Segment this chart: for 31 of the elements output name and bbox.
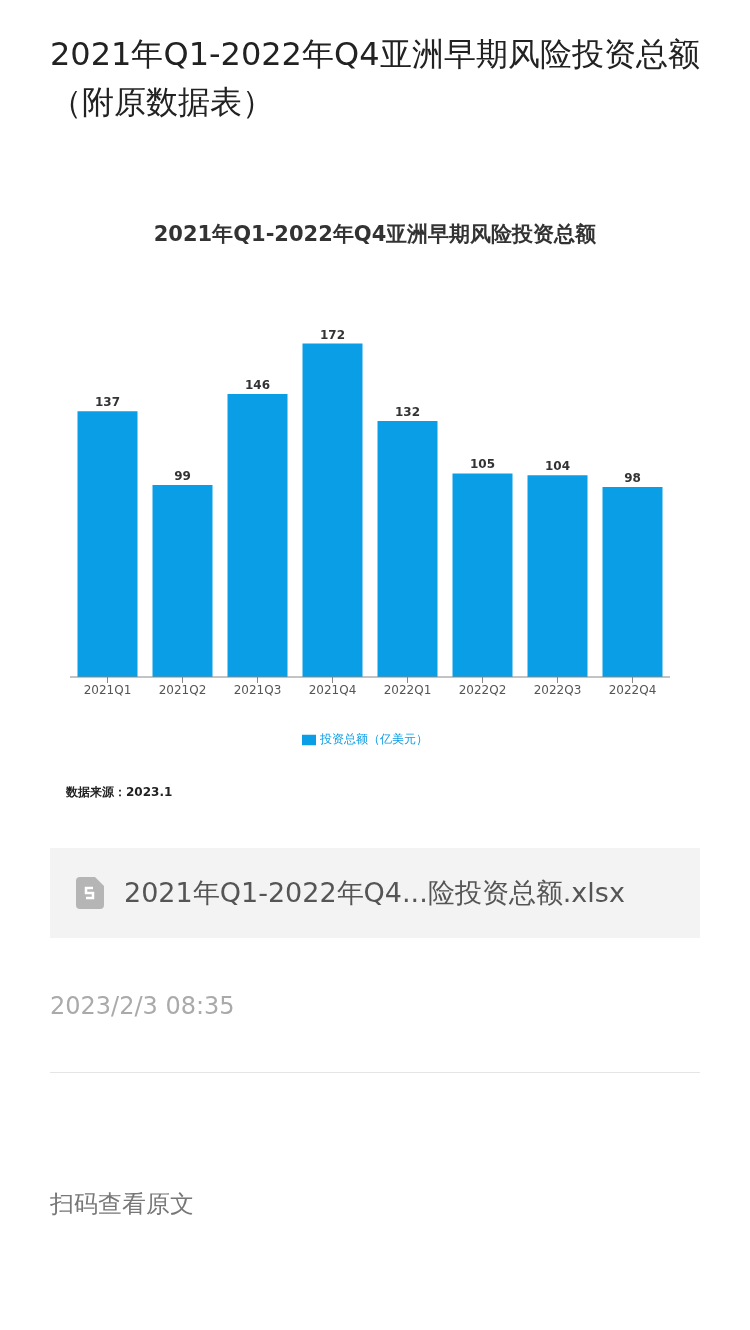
bar (227, 393, 288, 677)
chart-subtitle: 2021年Q1-2022年Q4亚洲早期风险投资总额 (152, 221, 598, 248)
bar (152, 485, 213, 677)
data-label: 172 (319, 327, 346, 342)
bar (377, 421, 438, 677)
x-tick-label: 2022Q1 (383, 682, 432, 697)
data-label: 99 (174, 469, 191, 484)
x-tick-label: 2021Q2 (158, 682, 207, 697)
data-label: 105 (469, 457, 496, 472)
bar (527, 475, 588, 677)
x-tick-label: 2021Q1 (83, 682, 132, 697)
data-label: 98 (624, 470, 641, 485)
data-label: 132 (394, 405, 421, 420)
source-note: 数据来源：2023.1 (66, 784, 173, 801)
bar (602, 486, 663, 677)
x-tick-label: 2022Q2 (458, 682, 507, 697)
text: 2021年Q1-2022年Q4...险投资总额.xlsx (124, 876, 625, 910)
x-tick-label: 2021Q3 (233, 682, 282, 697)
chart-title: 2021年Q1-2022年Q4亚洲早期风险投资总额（附原数据表） (50, 34, 700, 123)
text: 2023/2/3 08:35 (50, 992, 235, 1020)
bar (452, 473, 513, 677)
x-tick-label: 2022Q4 (608, 682, 657, 697)
text: 扫码查看原文 (50, 1189, 194, 1220)
legend-label: 投资总额（亿美元） (320, 732, 428, 746)
data-label: 137 (94, 395, 121, 410)
data-label: 104 (544, 459, 571, 474)
x-tick-label: 2021Q4 (308, 682, 357, 697)
bar (302, 343, 363, 677)
x-tick-label: 2022Q3 (533, 682, 582, 697)
data-label: 146 (244, 377, 271, 392)
bar (77, 411, 138, 677)
